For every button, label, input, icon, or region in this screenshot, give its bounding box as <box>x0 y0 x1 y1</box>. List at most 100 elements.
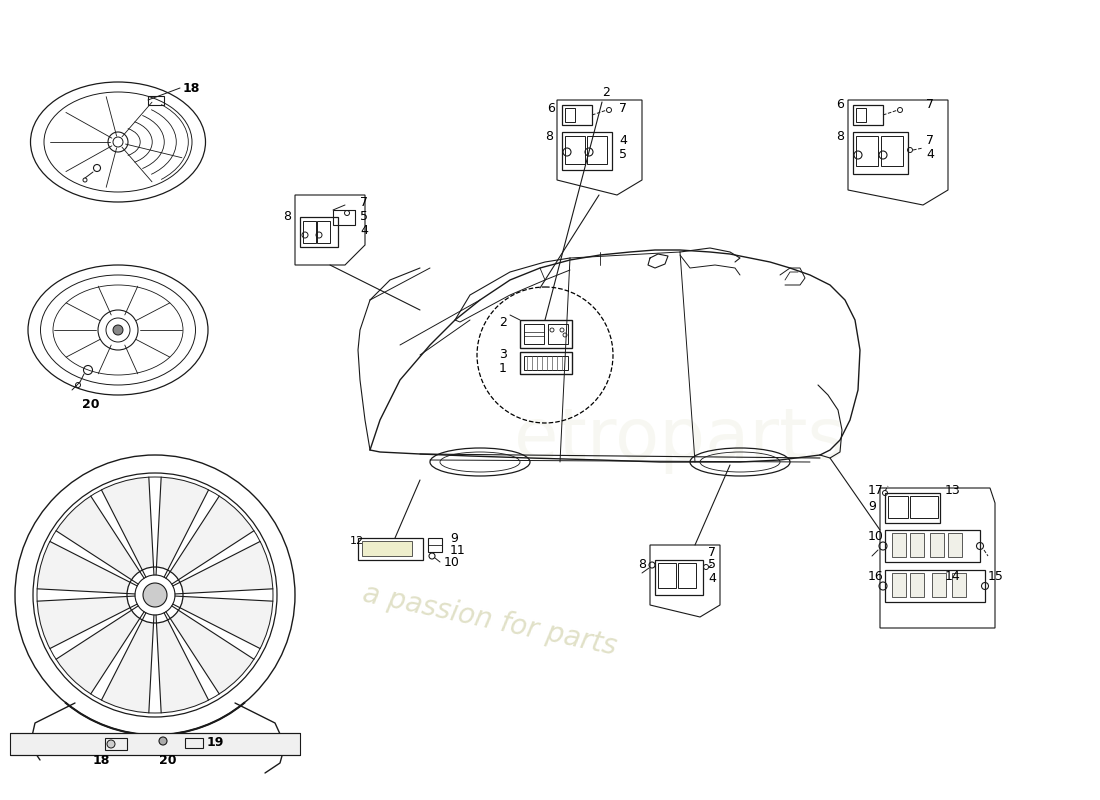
Text: 9: 9 <box>450 531 458 545</box>
Polygon shape <box>180 597 273 649</box>
Bar <box>148 96 164 105</box>
Polygon shape <box>170 610 254 694</box>
Bar <box>892 533 906 557</box>
Polygon shape <box>56 496 140 580</box>
Text: 5: 5 <box>360 210 368 223</box>
Bar <box>952 573 966 597</box>
Polygon shape <box>557 100 642 195</box>
Bar <box>362 541 412 556</box>
Text: 5: 5 <box>708 558 716 571</box>
Text: 19: 19 <box>207 737 224 750</box>
Text: 20: 20 <box>160 754 176 766</box>
Polygon shape <box>180 542 273 594</box>
Bar <box>948 533 962 557</box>
Text: 1: 1 <box>499 362 507 374</box>
Text: 14: 14 <box>945 570 960 582</box>
Circle shape <box>160 737 167 745</box>
Text: 7: 7 <box>926 98 934 111</box>
Bar <box>654 560 703 595</box>
Bar <box>524 324 544 344</box>
Bar <box>910 573 924 597</box>
Circle shape <box>107 740 116 748</box>
Text: 8: 8 <box>544 130 553 142</box>
Circle shape <box>143 583 167 607</box>
Polygon shape <box>101 477 154 570</box>
Text: 18: 18 <box>183 82 200 94</box>
Text: 13: 13 <box>945 485 960 498</box>
Text: a passion for parts: a passion for parts <box>361 579 619 661</box>
Bar <box>10 733 300 755</box>
Bar <box>910 496 938 518</box>
Bar <box>658 563 676 588</box>
Polygon shape <box>156 620 209 713</box>
Text: 7: 7 <box>708 546 716 559</box>
Bar <box>524 356 568 370</box>
Bar <box>852 132 907 174</box>
Text: 2: 2 <box>602 86 609 98</box>
Text: 7: 7 <box>360 197 368 210</box>
Bar <box>892 573 906 597</box>
Bar <box>852 105 883 125</box>
Polygon shape <box>848 100 948 205</box>
Text: 8: 8 <box>638 558 646 571</box>
Bar <box>185 738 204 748</box>
Polygon shape <box>295 195 365 265</box>
Text: 6: 6 <box>836 98 844 111</box>
Polygon shape <box>650 545 721 617</box>
Bar <box>856 136 878 166</box>
Text: 5: 5 <box>619 149 627 162</box>
Polygon shape <box>101 620 154 713</box>
Bar <box>562 132 612 170</box>
Bar <box>562 105 592 125</box>
Text: 4: 4 <box>926 149 934 162</box>
Polygon shape <box>37 542 130 594</box>
Text: 2: 2 <box>499 315 507 329</box>
Bar <box>104 738 126 750</box>
Text: 20: 20 <box>82 398 99 411</box>
Text: 7: 7 <box>926 134 934 146</box>
Bar <box>565 136 585 164</box>
Text: 18: 18 <box>94 754 110 766</box>
Text: 12: 12 <box>350 536 364 546</box>
Bar <box>886 570 984 602</box>
Text: 3: 3 <box>499 347 507 361</box>
Text: 16: 16 <box>868 570 883 582</box>
Bar <box>678 563 696 588</box>
Text: etroparts: etroparts <box>515 406 846 474</box>
Bar <box>910 533 924 557</box>
Text: 9: 9 <box>868 499 876 513</box>
Bar <box>428 538 442 552</box>
Bar <box>548 324 568 344</box>
Bar <box>520 352 572 374</box>
Bar <box>888 496 907 518</box>
Text: 8: 8 <box>283 210 292 223</box>
Polygon shape <box>170 496 254 580</box>
Bar <box>856 108 866 122</box>
Text: 10: 10 <box>444 555 460 569</box>
Polygon shape <box>880 488 996 628</box>
Bar <box>932 573 946 597</box>
Bar <box>300 217 338 247</box>
Bar <box>565 108 575 122</box>
Polygon shape <box>37 597 130 649</box>
Polygon shape <box>156 477 209 570</box>
Text: 4: 4 <box>619 134 627 146</box>
Bar <box>520 320 572 348</box>
Text: 17: 17 <box>868 485 884 498</box>
Text: 8: 8 <box>836 130 844 142</box>
Circle shape <box>113 325 123 335</box>
Bar <box>302 221 316 243</box>
Text: 4: 4 <box>360 223 367 237</box>
Polygon shape <box>56 610 140 694</box>
Bar <box>333 210 355 225</box>
Bar <box>886 493 940 523</box>
Text: 4: 4 <box>708 571 716 585</box>
Bar <box>930 533 944 557</box>
Text: 10: 10 <box>868 530 884 542</box>
Bar <box>317 221 330 243</box>
Bar <box>881 136 903 166</box>
Text: 15: 15 <box>988 570 1004 582</box>
Text: 7: 7 <box>619 102 627 114</box>
Bar <box>587 136 607 164</box>
Bar <box>886 530 980 562</box>
